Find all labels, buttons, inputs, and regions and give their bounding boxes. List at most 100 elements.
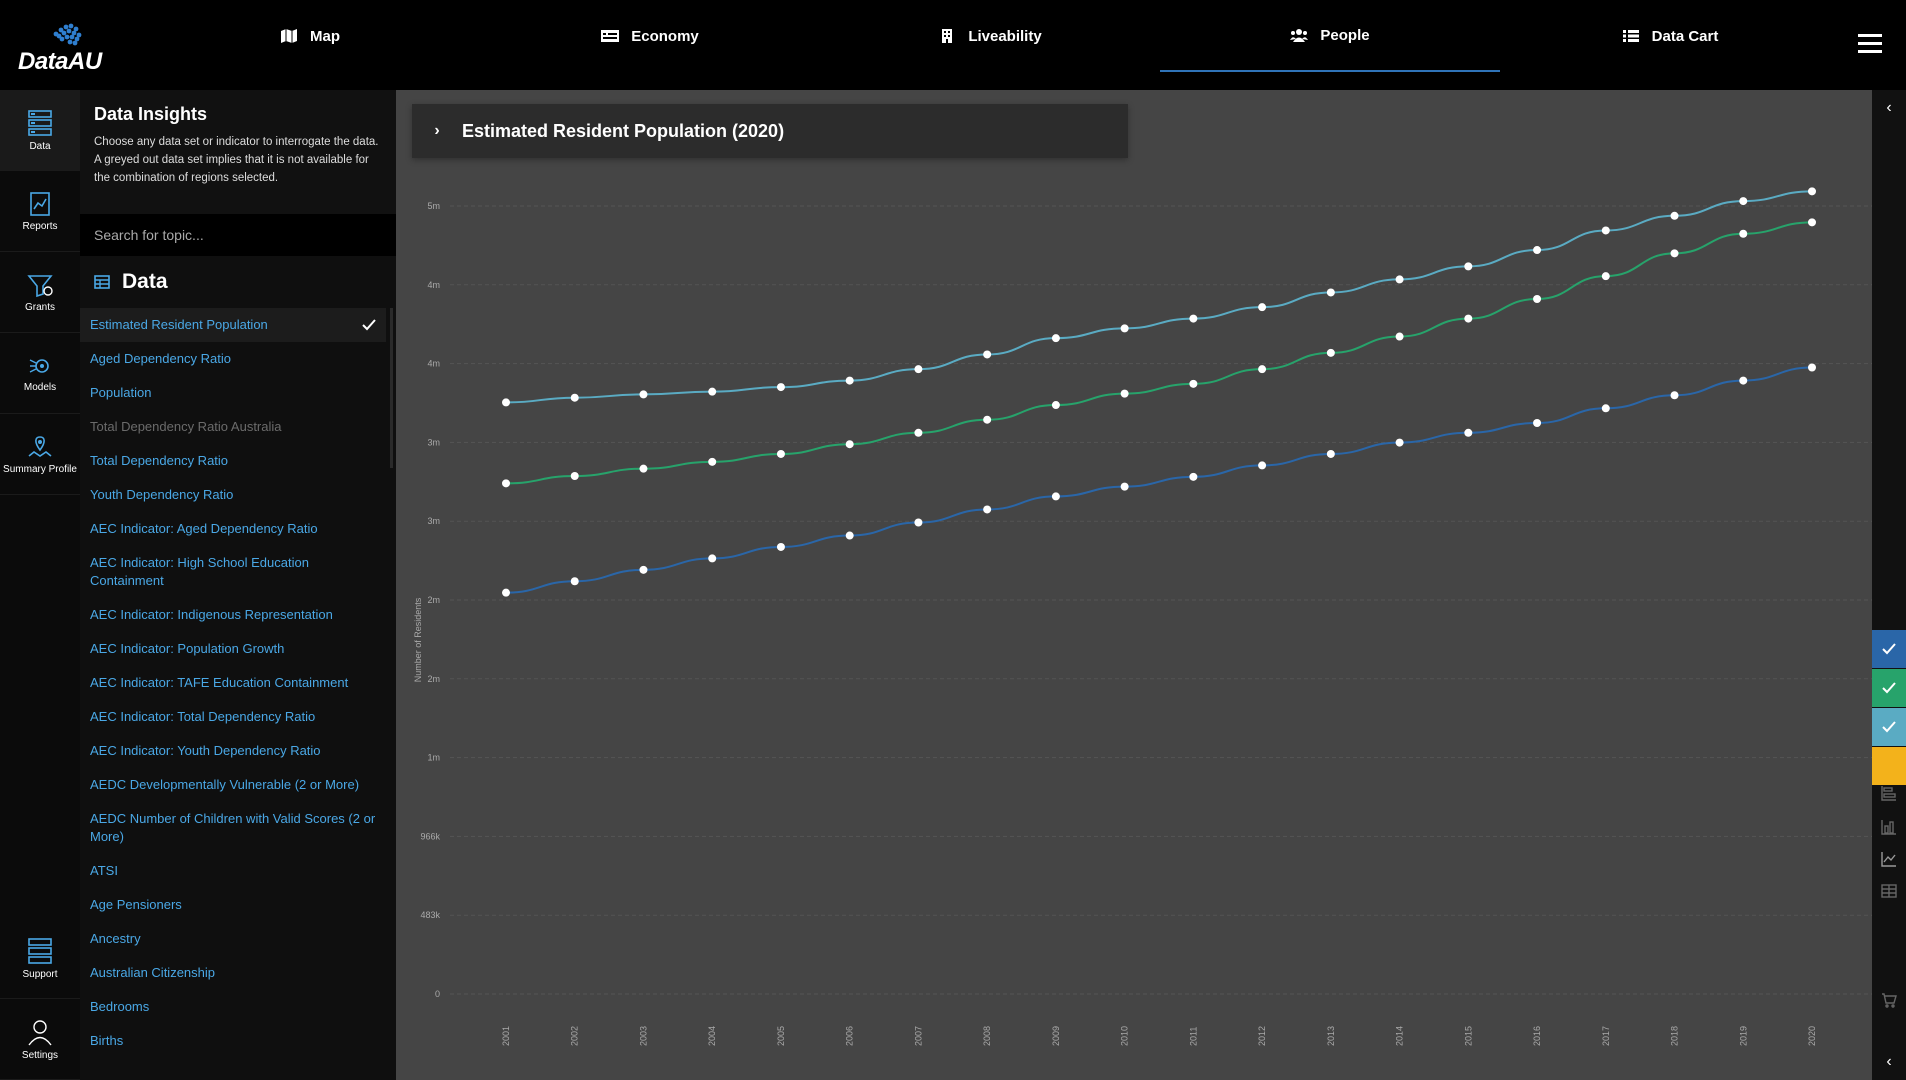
dataset-item[interactable]: Australian Citizenship [80, 956, 386, 990]
data-point[interactable] [708, 457, 717, 466]
data-point[interactable] [776, 449, 785, 458]
data-point[interactable] [1670, 249, 1679, 258]
dataset-item[interactable]: AEC Indicator: Total Dependency Ratio [80, 700, 386, 734]
data-point[interactable] [1670, 211, 1679, 220]
rail-models[interactable]: Models [0, 333, 80, 414]
rail-support[interactable]: Support [0, 918, 80, 999]
data-point[interactable] [1189, 472, 1198, 481]
data-point[interactable] [1464, 428, 1473, 437]
dataset-item[interactable]: Aged Dependency Ratio [80, 342, 386, 376]
cart-icon[interactable] [1872, 985, 1906, 1015]
data-point[interactable] [914, 518, 923, 527]
dataset-item[interactable]: Estimated Resident Population [80, 308, 386, 342]
data-point[interactable] [502, 588, 510, 597]
data-point[interactable] [1326, 449, 1335, 458]
dataset-item[interactable]: ATSI [80, 854, 386, 888]
data-point[interactable] [1533, 294, 1542, 303]
data-point[interactable] [1464, 262, 1473, 271]
data-point[interactable] [1258, 365, 1267, 374]
dataset-item[interactable]: AEC Indicator: High School Education Con… [80, 546, 386, 598]
data-point[interactable] [1739, 229, 1748, 238]
dataset-item[interactable]: AEC Indicator: Aged Dependency Ratio [80, 512, 386, 546]
data-point[interactable] [983, 505, 992, 514]
dataset-item[interactable]: Age Pensioners [80, 888, 386, 922]
data-point[interactable] [639, 464, 648, 473]
data-point[interactable] [845, 440, 854, 449]
nav-people[interactable]: People [1160, 0, 1500, 72]
data-point[interactable] [1395, 438, 1404, 447]
data-point[interactable] [1120, 482, 1129, 491]
line-chart-icon[interactable] [1872, 844, 1906, 874]
data-point[interactable] [1051, 401, 1060, 410]
data-point[interactable] [1120, 389, 1129, 398]
dataset-item[interactable]: AEDC Number of Children with Valid Score… [80, 802, 386, 854]
data-point[interactable] [776, 542, 785, 551]
data-point[interactable] [776, 383, 785, 392]
data-point[interactable] [1601, 226, 1610, 235]
data-point[interactable] [1533, 246, 1542, 255]
series-line[interactable] [505, 190, 1813, 404]
rail-settings[interactable]: Settings [0, 999, 80, 1080]
dataset-item[interactable]: AEC Indicator: Youth Dependency Ratio [80, 734, 386, 768]
rail-data[interactable]: Data [0, 90, 80, 171]
data-point[interactable] [1326, 348, 1335, 357]
data-point[interactable] [1326, 288, 1335, 297]
dataset-item[interactable]: Youth Dependency Ratio [80, 478, 386, 512]
data-point[interactable] [1739, 376, 1748, 385]
rail-grants[interactable]: Grants [0, 252, 80, 333]
data-point[interactable] [570, 577, 579, 586]
table-view-icon[interactable] [1872, 876, 1906, 906]
data-point[interactable] [708, 387, 717, 396]
series-toggle[interactable] [1872, 747, 1906, 785]
collapse-chevron-icon[interactable]: ‹ [1886, 99, 1892, 116]
series-line[interactable] [505, 366, 1813, 594]
data-point[interactable] [845, 376, 854, 385]
data-point[interactable] [1258, 461, 1267, 470]
data-point[interactable] [1464, 314, 1473, 323]
dataset-item[interactable]: AEC Indicator: Indigenous Representation [80, 598, 386, 632]
series-toggle[interactable] [1872, 669, 1906, 707]
nav-liveability[interactable]: Liveability [820, 0, 1160, 72]
rail-reports[interactable]: Reports [0, 171, 80, 252]
data-point[interactable] [1808, 218, 1816, 227]
dataset-item[interactable]: Total Dependency Ratio [80, 444, 386, 478]
dataset-item[interactable]: Ancestry [80, 922, 386, 956]
search-input[interactable] [94, 227, 382, 243]
data-point[interactable] [1051, 492, 1060, 501]
data-point[interactable] [1533, 418, 1542, 427]
data-point[interactable] [1189, 379, 1198, 388]
data-point[interactable] [502, 479, 510, 488]
data-point[interactable] [502, 398, 510, 407]
data-point[interactable] [1189, 314, 1198, 323]
data-point[interactable] [639, 565, 648, 574]
series-toggle[interactable] [1872, 708, 1906, 746]
data-point[interactable] [1051, 334, 1060, 343]
panel-scrollbar[interactable] [390, 308, 393, 468]
data-point[interactable] [1808, 363, 1816, 372]
dataset-item[interactable]: AEDC Developmentally Vulnerable (2 or Mo… [80, 768, 386, 802]
data-point[interactable] [1739, 197, 1748, 206]
dataset-item[interactable]: Bedrooms [80, 990, 386, 1024]
series-toggle[interactable] [1872, 630, 1906, 668]
series-line[interactable] [505, 221, 1813, 485]
data-point[interactable] [1258, 303, 1267, 312]
data-point[interactable] [1601, 404, 1610, 413]
dataset-item[interactable]: AEC Indicator: TAFE Education Containmen… [80, 666, 386, 700]
expand-chevron-icon[interactable]: › [434, 122, 440, 139]
data-point[interactable] [914, 428, 923, 437]
data-point[interactable] [845, 531, 854, 540]
bar-chart-icon[interactable] [1872, 812, 1906, 842]
rail-summary-profile[interactable]: Summary Profile [0, 414, 80, 495]
data-point[interactable] [639, 390, 648, 399]
data-point[interactable] [708, 554, 717, 563]
brand-logo[interactable]: DataAU [14, 22, 114, 75]
data-point[interactable] [983, 350, 992, 359]
nav-map[interactable]: Map [140, 0, 480, 72]
data-point[interactable] [1808, 187, 1816, 196]
data-point[interactable] [1601, 272, 1610, 281]
bar-chart-horizontal-icon[interactable] [1872, 778, 1906, 808]
dataset-item[interactable]: Population [80, 376, 386, 410]
collapse-bottom-chevron-icon[interactable]: ‹ [1886, 1053, 1892, 1070]
menu-button[interactable] [1858, 34, 1882, 56]
data-point[interactable] [1670, 391, 1679, 400]
